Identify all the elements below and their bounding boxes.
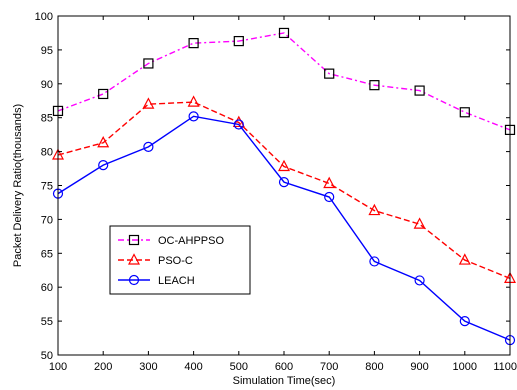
x-tick-label: 700 — [320, 361, 338, 373]
x-tick-label: 1000 — [453, 361, 477, 373]
data-point — [142, 97, 155, 109]
data-point — [324, 68, 335, 79]
legend-marker — [128, 234, 140, 246]
data-point — [98, 160, 109, 171]
data-point — [278, 177, 290, 188]
data-point — [459, 107, 470, 118]
y-axis-label: Packet Delivery Ratio(thousands) — [12, 104, 24, 267]
data-point — [233, 35, 244, 47]
y-tick-label: 50 — [41, 350, 53, 362]
y-tick-label: 80 — [41, 147, 53, 159]
data-point — [143, 58, 154, 69]
data-point — [369, 256, 380, 267]
x-tick-label: 400 — [184, 361, 202, 373]
data-point — [232, 115, 245, 128]
series-oc-ahppso — [52, 27, 516, 136]
ticks-layer: 100 200 300 400 500 600 700 800 900 1000 1100 50 55 6… — [35, 11, 517, 373]
legend: OC-AHPPSO PSO-C LEACH — [109, 225, 251, 295]
data-point — [278, 27, 290, 39]
series-line — [57, 101, 511, 280]
legend-box — [109, 225, 251, 295]
data-point — [188, 38, 199, 49]
x-tick-label: 500 — [230, 361, 248, 373]
y-tick-label: 55 — [41, 316, 53, 328]
y-tick-label: 60 — [41, 282, 53, 294]
data-point — [98, 88, 109, 100]
x-axis-label: Simulation Time(sec) — [233, 375, 336, 387]
y-tick-label: 100 — [35, 11, 53, 23]
y-tick-label: 95 — [41, 45, 53, 57]
data-point — [233, 119, 244, 130]
legend-label: LEACH — [158, 275, 195, 287]
legend-marker — [128, 274, 140, 286]
data-point — [369, 80, 380, 91]
data-point — [413, 217, 426, 229]
y-tick-label: 85 — [41, 113, 53, 125]
series-line — [57, 115, 511, 341]
data-point — [414, 85, 425, 96]
series-line — [57, 32, 511, 131]
data-point — [458, 253, 471, 265]
x-tick-label: 1100 — [493, 361, 517, 373]
legend-marker — [128, 253, 140, 265]
data-point — [188, 111, 199, 122]
y-tick-label: 65 — [41, 248, 53, 260]
x-tick-label: 900 — [410, 361, 428, 373]
legend-entry: LEACH — [118, 274, 195, 287]
y-tick-label: 75 — [41, 181, 53, 193]
legend-label: OC-AHPPSO — [158, 235, 224, 247]
x-tick-label: 600 — [275, 361, 293, 373]
legend-entry: OC-AHPPSO — [118, 234, 224, 247]
x-tick-label: 200 — [94, 361, 112, 373]
data-point — [459, 316, 470, 327]
data-point — [368, 203, 381, 216]
x-tick-label: 300 — [139, 361, 157, 373]
y-tick-label: 70 — [41, 214, 53, 226]
legend-label: PSO-C — [158, 255, 193, 267]
data-point — [97, 135, 110, 148]
legend-entry: PSO-C — [118, 253, 193, 267]
series-layer — [52, 27, 516, 346]
x-tick-label: 800 — [365, 361, 383, 373]
y-tick-label: 90 — [41, 79, 53, 91]
data-point — [278, 159, 290, 172]
data-point — [323, 176, 336, 189]
data-point — [143, 141, 154, 152]
data-point — [187, 95, 200, 107]
data-point — [414, 275, 425, 286]
x-tick-label: 100 — [49, 361, 67, 373]
data-point — [324, 191, 335, 203]
